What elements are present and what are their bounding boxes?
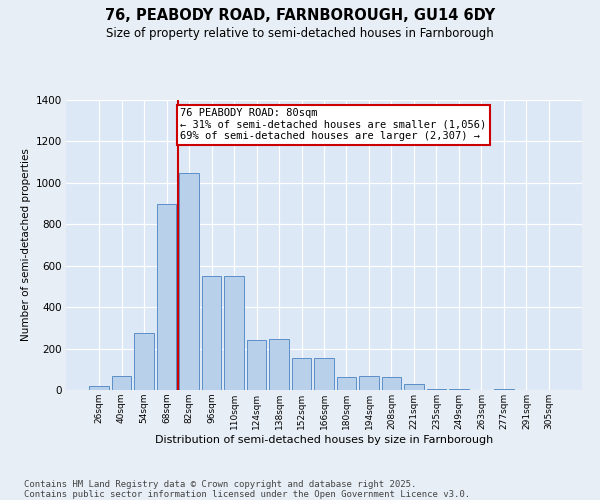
Bar — [404, 384, 424, 390]
Bar — [427, 389, 446, 390]
Text: 76, PEABODY ROAD, FARNBOROUGH, GU14 6DY: 76, PEABODY ROAD, FARNBOROUGH, GU14 6DY — [105, 8, 495, 22]
Bar — [179, 172, 199, 390]
Bar — [382, 376, 401, 390]
Bar — [247, 340, 266, 390]
Bar — [112, 376, 131, 390]
Text: Contains HM Land Registry data © Crown copyright and database right 2025.
Contai: Contains HM Land Registry data © Crown c… — [24, 480, 470, 499]
Bar — [359, 376, 379, 390]
Bar — [494, 389, 514, 390]
Bar — [202, 276, 221, 390]
Bar — [269, 339, 289, 390]
Bar — [337, 376, 356, 390]
Bar — [292, 358, 311, 390]
Y-axis label: Number of semi-detached properties: Number of semi-detached properties — [22, 148, 31, 342]
X-axis label: Distribution of semi-detached houses by size in Farnborough: Distribution of semi-detached houses by … — [155, 434, 493, 444]
Bar — [134, 333, 154, 390]
Bar — [157, 204, 176, 390]
Bar — [89, 386, 109, 390]
Text: 76 PEABODY ROAD: 80sqm
← 31% of semi-detached houses are smaller (1,056)
69% of : 76 PEABODY ROAD: 80sqm ← 31% of semi-det… — [181, 108, 487, 142]
Bar — [449, 389, 469, 390]
Bar — [314, 358, 334, 390]
Text: Size of property relative to semi-detached houses in Farnborough: Size of property relative to semi-detach… — [106, 28, 494, 40]
Bar — [224, 276, 244, 390]
